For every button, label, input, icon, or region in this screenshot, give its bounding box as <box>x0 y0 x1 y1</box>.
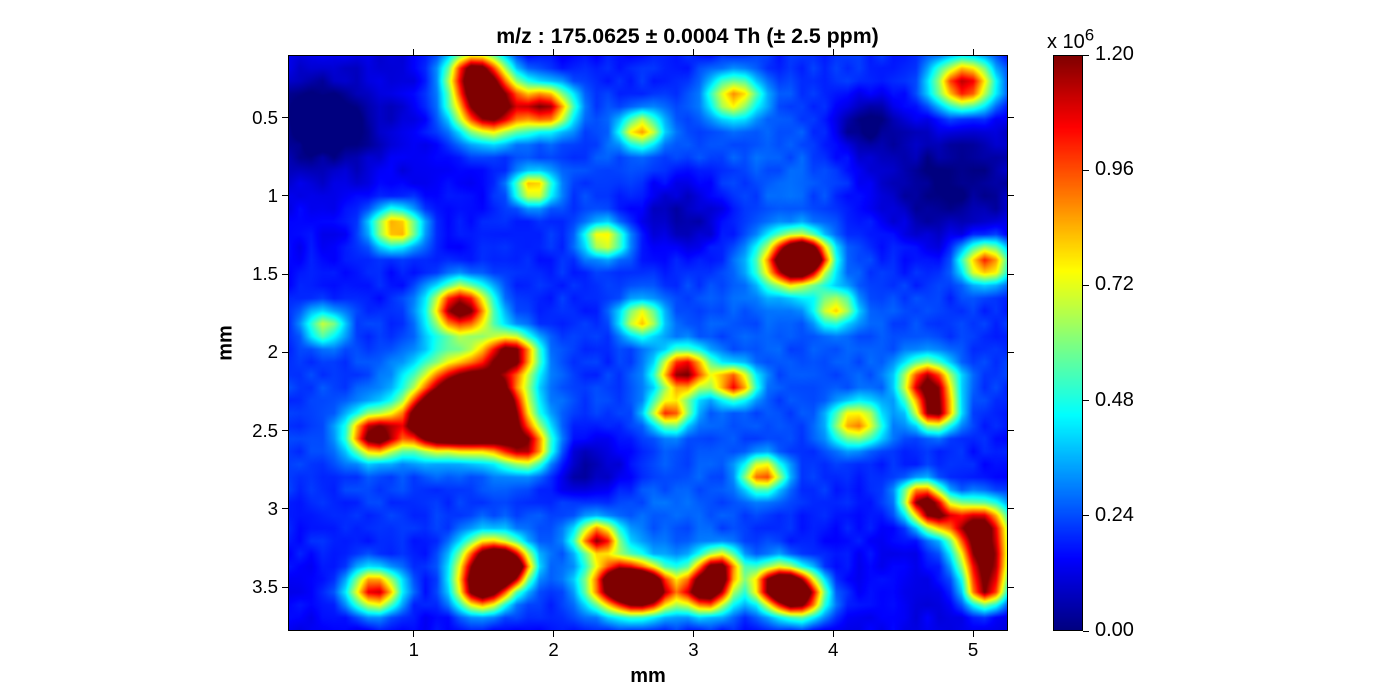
figure: m/z : 175.0625 ± 0.0004 Th (± 2.5 ppm) 1… <box>0 0 1375 688</box>
y-tick-mark <box>282 274 288 275</box>
y-tick-mark <box>1008 195 1014 196</box>
y-tick-label: 2 <box>268 341 278 363</box>
colorbar-tick-label: 0.72 <box>1095 273 1134 296</box>
x-tick-label: 3 <box>673 639 713 661</box>
y-tick-label: 0.5 <box>252 107 278 129</box>
x-tick-label: 1 <box>394 639 434 661</box>
colorbar-tick-mark <box>1083 631 1089 632</box>
y-tick-mark <box>282 430 288 431</box>
x-tick-label: 4 <box>813 639 853 661</box>
y-tick-mark <box>1008 508 1014 509</box>
chart-title-text: m/z : 175.0625 ± 0.0004 Th (± 2.5 ppm) <box>496 24 879 48</box>
y-tick-label: 1.5 <box>252 263 278 285</box>
x-tick-label: 2 <box>534 639 574 661</box>
x-tick-mark <box>413 49 414 55</box>
y-tick-mark <box>1008 117 1014 118</box>
colorbar-tick-mark <box>1083 170 1089 171</box>
colorbar-tick-label: 0.00 <box>1095 619 1134 642</box>
x-tick-mark <box>973 631 974 637</box>
colorbar-tick-label: 0.48 <box>1095 389 1134 412</box>
colorbar-tick-mark <box>1083 55 1089 56</box>
y-tick-label: 3 <box>268 498 278 520</box>
colorbar-tick-mark <box>1083 515 1089 516</box>
x-tick-mark <box>973 49 974 55</box>
y-axis-label: mm <box>215 325 238 361</box>
x-tick-mark <box>553 631 554 637</box>
y-tick-mark <box>282 508 288 509</box>
y-tick-label: 2.5 <box>252 420 278 442</box>
y-tick-mark <box>282 352 288 353</box>
y-tick-mark <box>282 587 288 588</box>
y-tick-label: 3.5 <box>252 576 278 598</box>
x-tick-mark <box>833 49 834 55</box>
x-tick-mark <box>833 631 834 637</box>
y-tick-mark <box>1008 430 1014 431</box>
y-tick-mark <box>282 117 288 118</box>
colorbar-exp-text: x 106 <box>1047 31 1094 53</box>
colorbar-tick-label: 0.24 <box>1095 504 1134 527</box>
x-tick-mark <box>413 631 414 637</box>
y-tick-mark <box>282 195 288 196</box>
heatmap-axes <box>288 55 1008 631</box>
colorbar <box>1053 55 1083 631</box>
heatmap-image <box>288 55 1008 631</box>
x-tick-mark <box>553 49 554 55</box>
x-tick-label: 5 <box>953 639 993 661</box>
y-tick-mark <box>1008 352 1014 353</box>
colorbar-gradient <box>1053 55 1083 631</box>
colorbar-tick-mark <box>1083 285 1089 286</box>
y-axis-label-text: mm <box>215 325 237 361</box>
colorbar-tick-label: 0.96 <box>1095 158 1134 181</box>
x-axis-label-text: mm <box>630 665 666 687</box>
y-tick-mark <box>1008 274 1014 275</box>
colorbar-tick-mark <box>1083 400 1089 401</box>
chart-title: m/z : 175.0625 ± 0.0004 Th (± 2.5 ppm) <box>0 24 1375 49</box>
y-tick-mark <box>1008 587 1014 588</box>
x-axis-label: mm <box>618 665 678 688</box>
x-tick-mark <box>693 631 694 637</box>
colorbar-tick-label: 1.20 <box>1095 43 1134 66</box>
y-tick-label: 1 <box>268 185 278 207</box>
colorbar-exponent: x 106 <box>1047 25 1094 54</box>
x-tick-mark <box>693 49 694 55</box>
